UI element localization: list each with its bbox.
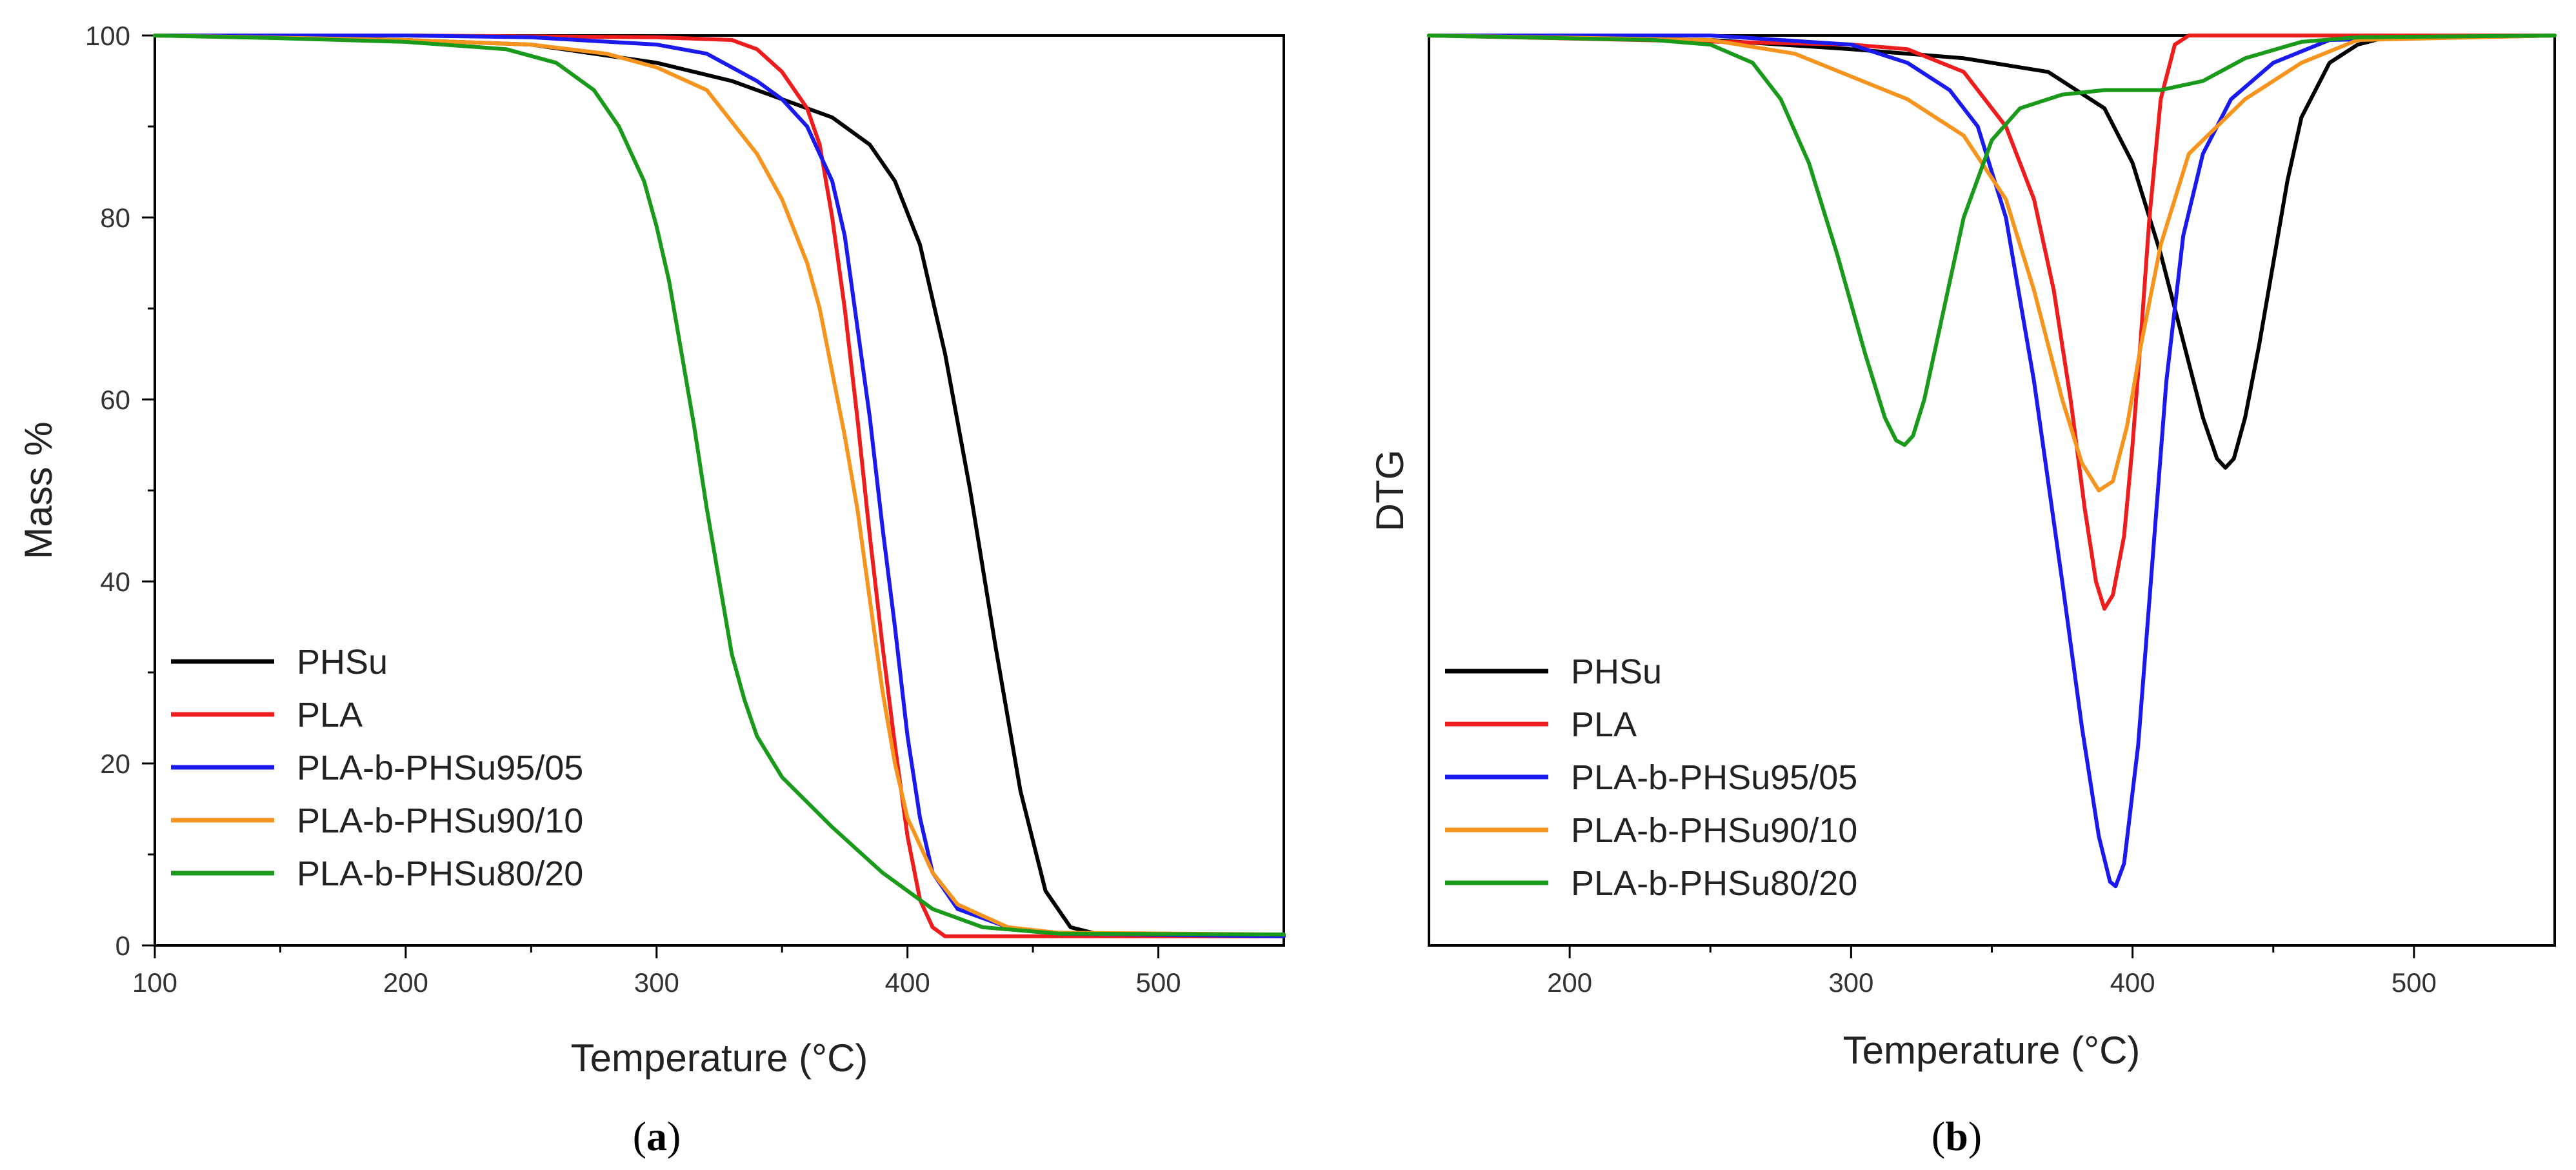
y-tick-label: 100 <box>85 21 130 51</box>
legend-label-pla-b-phsu90-10: PLA-b-PHSu90/10 <box>297 802 583 840</box>
panel-a-plot-frame <box>154 34 1285 947</box>
panel-b-chart: 200 300 400 500 PHSu PLA PLA-b-PHSu95/05 PLA-b… <box>1368 34 2557 1159</box>
y-tick-label: 20 <box>100 749 130 779</box>
x-tick-label: 100 <box>132 967 177 998</box>
series-line-pla-b-phsu90-10 <box>153 34 1286 937</box>
legend-label-pla-b-phsu80-20: PLA-b-PHSu80/20 <box>297 854 583 893</box>
panel-a-y-axis-title: Mass % <box>17 421 60 559</box>
legend-label-phsu: PHSu <box>1571 652 1662 691</box>
legend-label-pla-b-phsu95-05: PLA-b-PHSu95/05 <box>297 749 583 787</box>
y-tick-label: 80 <box>100 203 130 233</box>
legend-label-pla: PLA <box>1571 705 1637 744</box>
series-line-pla-b-phsu80-20 <box>153 34 1286 937</box>
series-line-pla <box>1427 34 2557 611</box>
panel-b-y-axis-title: DTG <box>1368 450 1412 532</box>
panel-b-series <box>1427 34 2557 889</box>
x-tick-label: 200 <box>1547 967 1592 998</box>
panel-a-legend: PHSu PLA PLA-b-PHSu95/05 PLA-b-PHSu90/10 PLA… <box>171 643 583 893</box>
y-tick-label: 0 <box>115 931 130 961</box>
series-line-pla-b-phsu80-20 <box>1427 34 2557 447</box>
legend-label-pla-b-phsu95-05: PLA-b-PHSu95/05 <box>1571 758 1857 797</box>
panel-a-ticks: 100 200 300 400 500 0 20 40 60 80 100 <box>85 21 1181 998</box>
x-tick-label: 200 <box>383 967 428 998</box>
series-line-pla <box>153 34 1286 938</box>
panel-a-chart: 100 200 300 400 500 0 20 40 60 80 100 PHSu PLA PLA-b… <box>17 21 1286 1159</box>
panel-b-legend: PHSu PLA PLA-b-PHSu95/05 PLA-b-PHSu90/10 PLA… <box>1445 652 1857 903</box>
series-line-pla-b-phsu95-05 <box>1427 34 2557 889</box>
legend-label-pla: PLA <box>297 696 363 734</box>
panel-a-caption: (a) <box>633 1113 681 1159</box>
x-tick-label: 400 <box>885 967 930 998</box>
series-line-pla-b-phsu90-10 <box>1427 34 2557 492</box>
y-tick-label: 60 <box>100 385 130 415</box>
panel-a-x-axis-title: Temperature (°C) <box>571 1036 868 1080</box>
panel-b-x-axis-title: Temperature (°C) <box>1843 1029 2141 1072</box>
panel-b-caption: (b) <box>1932 1113 1982 1159</box>
legend-label-phsu: PHSu <box>297 643 388 681</box>
x-tick-label: 300 <box>1828 967 1873 998</box>
series-line-phsu <box>1427 34 2557 470</box>
x-tick-label: 400 <box>2110 967 2155 998</box>
x-tick-label: 500 <box>1136 967 1181 998</box>
panel-a-series <box>153 34 1286 938</box>
legend-label-pla-b-phsu80-20: PLA-b-PHSu80/20 <box>1571 864 1857 903</box>
x-tick-label: 300 <box>634 967 679 998</box>
x-tick-label: 500 <box>2391 967 2437 998</box>
panel-b-ticks: 200 300 400 500 <box>1547 945 2437 998</box>
legend-label-pla-b-phsu90-10: PLA-b-PHSu90/10 <box>1571 811 1857 850</box>
panel-b-plot-frame <box>1428 34 2556 947</box>
y-tick-label: 40 <box>100 567 130 597</box>
